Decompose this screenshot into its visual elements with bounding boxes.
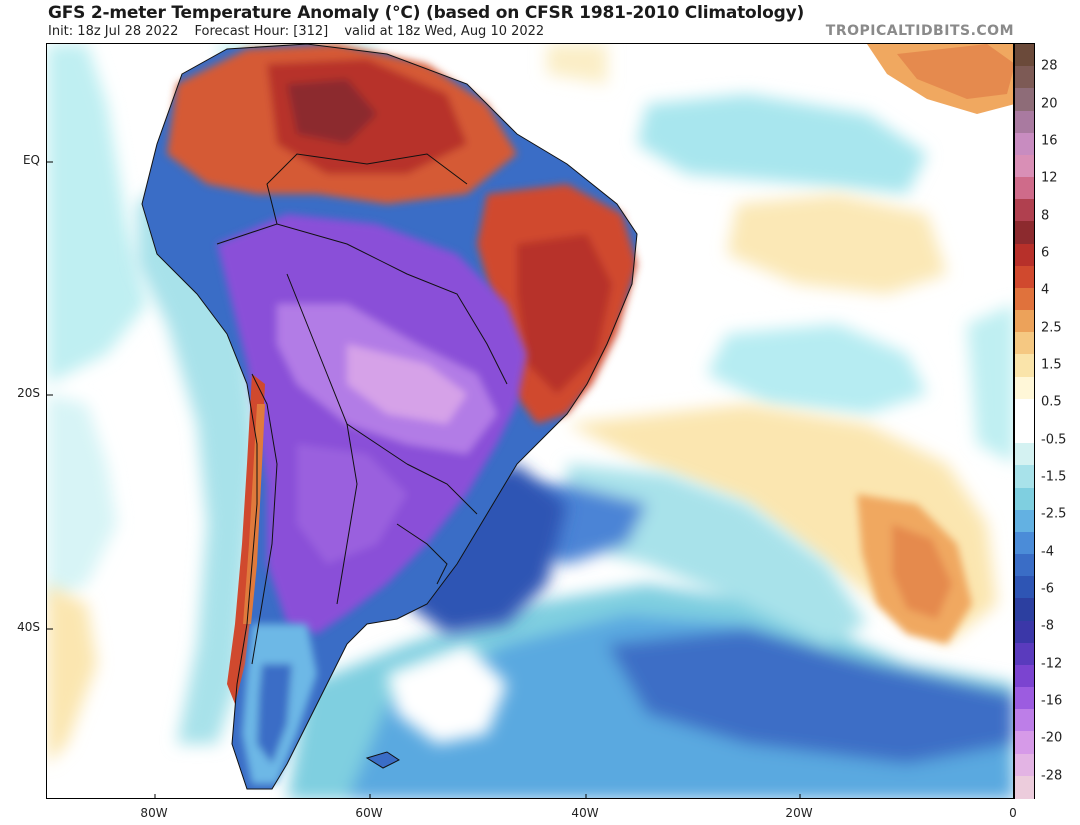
- colorbar-segment: [1015, 598, 1034, 622]
- colorbar-segment: [1015, 443, 1034, 466]
- lon-label-40w: 40W: [571, 806, 599, 820]
- colorbar-segment: [1015, 775, 1034, 799]
- colorbar-label: 20: [1041, 96, 1058, 112]
- colorbar-label: 16: [1041, 133, 1058, 149]
- colorbar-label: 0.5: [1041, 394, 1062, 410]
- colorbar-label: 6: [1041, 245, 1050, 261]
- colorbar-segment: [1015, 487, 1034, 511]
- brand-watermark[interactable]: TROPICALTIDBITS.COM: [825, 23, 1014, 39]
- colorbar-label: -1.5: [1041, 469, 1067, 485]
- colorbar-segment: [1015, 731, 1034, 755]
- colorbar-label: 4: [1041, 282, 1050, 298]
- colorbar-label: -8: [1041, 618, 1054, 634]
- forecast-hour: Forecast Hour: [312]: [194, 24, 329, 39]
- lon-label-0: 0: [1009, 806, 1017, 820]
- colorbar-label: 1.5: [1041, 357, 1062, 373]
- colorbar-segment: [1015, 132, 1034, 156]
- init-time: Init: 18z Jul 28 2022: [48, 24, 179, 39]
- colorbar: [1014, 43, 1035, 799]
- colorbar-label: -2.5: [1041, 506, 1067, 522]
- chart-title: GFS 2-meter Temperature Anomaly (°C) (ba…: [48, 3, 805, 23]
- map-panel: [46, 43, 1014, 799]
- lat-label-20s: 20S: [17, 386, 40, 400]
- valid-time: valid at 18z Wed, Aug 10 2022: [344, 24, 545, 39]
- colorbar-label: -6: [1041, 581, 1054, 597]
- colorbar-label: -12: [1041, 656, 1063, 672]
- africa-landmass: [867, 44, 1013, 114]
- lon-label-80w: 80W: [140, 806, 168, 820]
- lon-ticks: [154, 794, 801, 798]
- central-cold-region: [217, 214, 527, 634]
- lon-label-60w: 60W: [355, 806, 383, 820]
- colorbar-segment: [1015, 265, 1034, 289]
- colorbar-segment: [1015, 243, 1034, 267]
- temperature-anomaly-map: [47, 44, 1013, 798]
- andes-warm-strip: [227, 374, 265, 704]
- colorbar-segment: [1015, 44, 1034, 67]
- colorbar-label: 28: [1041, 58, 1058, 74]
- colorbar-segment: [1015, 576, 1034, 599]
- colorbar-segment: [1015, 709, 1034, 733]
- colorbar-segment: [1015, 154, 1034, 178]
- colorbar-label: 8: [1041, 208, 1050, 224]
- colorbar-label: -0.5: [1041, 432, 1067, 448]
- colorbar-segment: [1015, 66, 1034, 89]
- south-atlantic-warm-patch: [857, 494, 972, 644]
- colorbar-segment: [1015, 287, 1034, 311]
- colorbar-segment: [1015, 465, 1034, 489]
- colorbar-segment: [1015, 421, 1034, 444]
- colorbar-segment: [1015, 177, 1034, 200]
- colorbar-segment: [1015, 110, 1034, 134]
- subtitle: Init: 18z Jul 28 2022 Forecast Hour: [31…: [48, 24, 556, 39]
- colorbar-segment: [1015, 221, 1034, 245]
- southern-ocean-cold-band: [287, 464, 1013, 798]
- colorbar-label: -20: [1041, 730, 1063, 746]
- colorbar-segment: [1015, 332, 1034, 356]
- colorbar-segment: [1015, 554, 1034, 577]
- colorbar-segment: [1015, 88, 1034, 112]
- colorbar-segment: [1015, 620, 1034, 644]
- pale-cyan-anomaly-patches: [47, 44, 1013, 604]
- colorbar-segment: [1015, 687, 1034, 710]
- lon-label-20w: 20W: [785, 806, 813, 820]
- colorbar-label: 12: [1041, 170, 1058, 186]
- patagonia-region: [242, 624, 317, 784]
- colorbar-label: 2.5: [1041, 320, 1062, 336]
- colorbar-segment: [1015, 354, 1034, 378]
- lat-label-40s: 40S: [17, 620, 40, 634]
- colorbar-segment: [1015, 642, 1034, 666]
- colorbar-label: -4: [1041, 544, 1054, 560]
- colorbar-label: -16: [1041, 693, 1063, 709]
- neutral-tongue: [387, 644, 507, 744]
- colorbar-segment: [1015, 531, 1034, 555]
- colorbar-segment: [1015, 199, 1034, 222]
- lat-label-eq: EQ: [22, 153, 40, 167]
- colorbar-segment: [1015, 753, 1034, 777]
- lat-ticks: [47, 161, 53, 630]
- colorbar-segment: [1015, 664, 1034, 688]
- colorbar-segment: [1015, 398, 1034, 422]
- country-borders: [141, 44, 638, 790]
- colorbar-label: -28: [1041, 768, 1063, 784]
- falkland-islands: [365, 751, 400, 769]
- colorbar-segment: [1015, 376, 1034, 400]
- colorbar-segment: [1015, 310, 1034, 333]
- colorbar-segment: [1015, 509, 1034, 533]
